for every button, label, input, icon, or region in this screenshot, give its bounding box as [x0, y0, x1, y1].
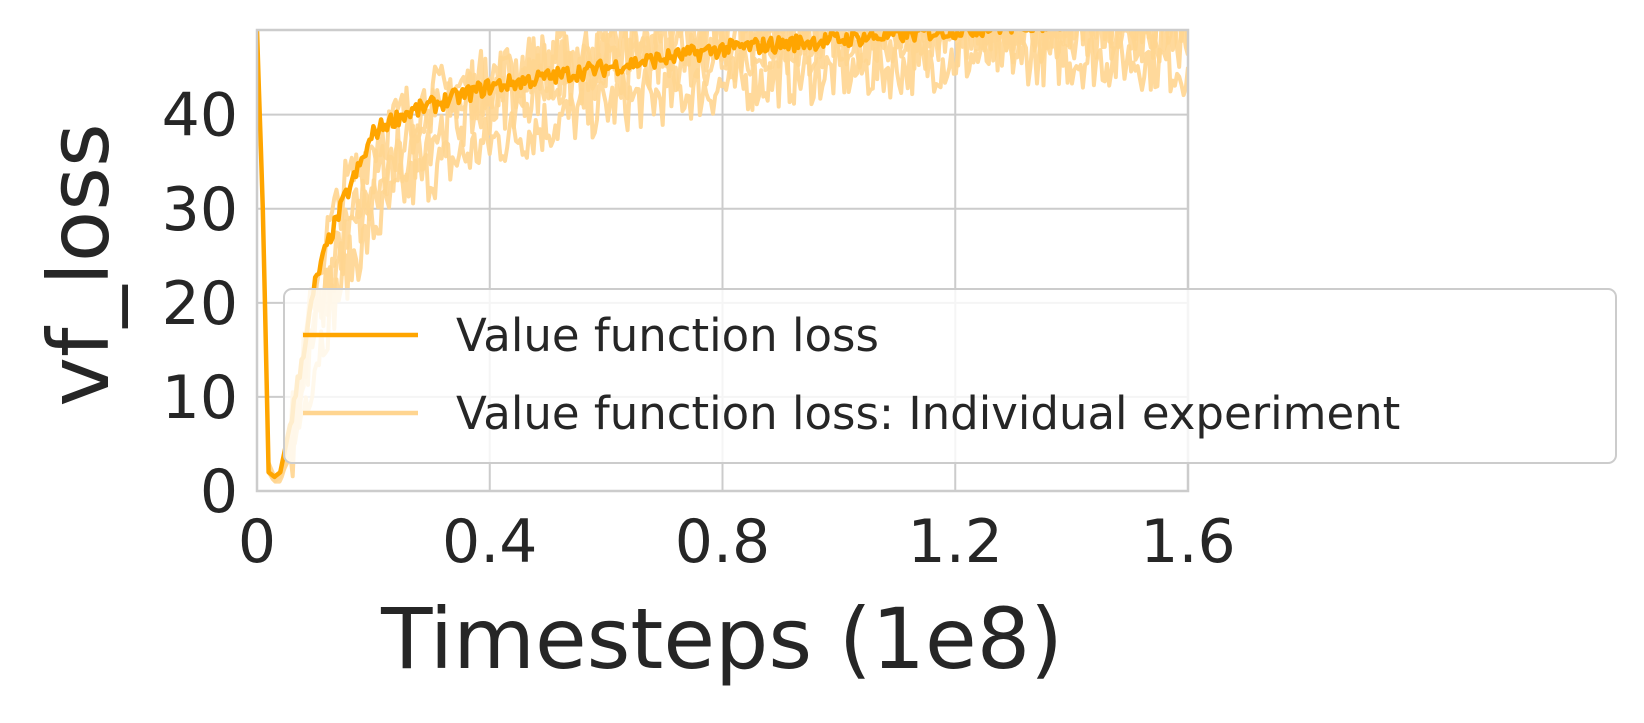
- x-tick-label: 1.2: [908, 507, 1003, 577]
- y-axis-ticks: 0 10 20 30 40: [162, 81, 238, 527]
- legend: Value function loss Value function loss:…: [283, 288, 1617, 464]
- y-tick-label: 10: [162, 363, 238, 433]
- x-tick-label: 0: [238, 507, 276, 577]
- x-tick-label: 0.4: [442, 507, 537, 577]
- plot-frame: [255, 28, 1190, 493]
- y-tick-label: 20: [162, 269, 238, 339]
- series-layer: [257, 30, 1188, 484]
- legend-label-mean: Value function loss: [456, 309, 879, 362]
- y-tick-label: 40: [162, 81, 238, 151]
- legend-box: [283, 288, 1617, 464]
- x-tick-label: 0.8: [675, 507, 770, 577]
- x-axis-ticks: 0 0.4 0.8 1.2 1.6: [238, 507, 1236, 577]
- y-tick-label: 0: [200, 457, 238, 527]
- x-axis-label: Timesteps (1e8): [380, 590, 1063, 688]
- y-tick-label: 30: [162, 175, 238, 245]
- x-tick-label: 1.6: [1140, 507, 1235, 577]
- legend-label-individual: Value function loss: Individual experime…: [456, 387, 1400, 440]
- y-axis-label: vf_loss: [30, 123, 128, 407]
